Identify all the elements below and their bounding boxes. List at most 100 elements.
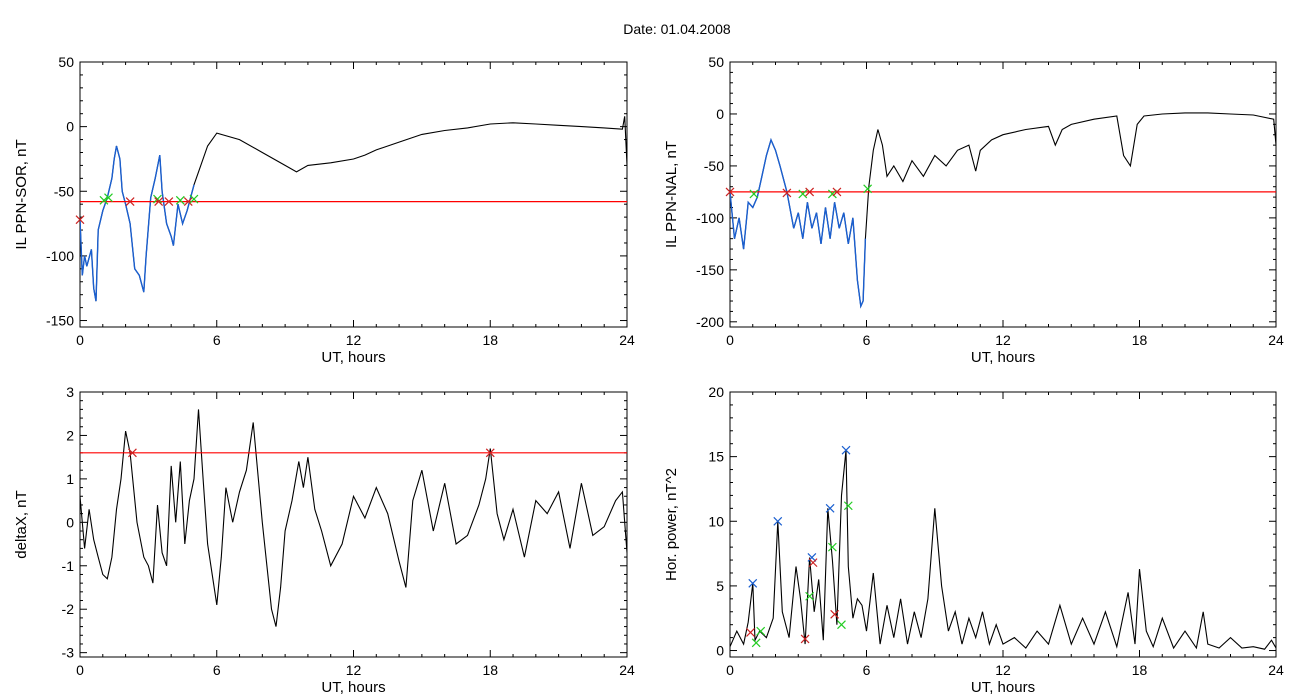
x-tick-label: 6 [863,662,871,678]
y-axis-label: IL PPN-NAL, nT [663,141,680,248]
marker-green [153,194,162,204]
marker-stroke [125,197,135,207]
y-tick-label: -2 [62,601,75,617]
y-tick-label: 3 [66,384,74,400]
marker-green [805,591,815,601]
highlight-segment [80,145,195,302]
marker-stroke [773,516,783,526]
marker-stroke [843,501,853,511]
plot-frame [729,391,1277,658]
chart-sor: 0 6 12 18 24 50 0 -50 -100 -150 UT, hours IL PPN-SO… [13,54,635,366]
y-tick-label: 0 [716,643,724,659]
x-tick-label: 6 [863,332,871,348]
x-tick-label: 0 [726,662,734,678]
y-tick-label: -3 [62,645,75,661]
marker-stroke [837,620,846,630]
marker-green [837,620,846,630]
marker-stroke [154,197,164,207]
marker-stroke [175,195,185,205]
marker-stroke [99,195,109,205]
x-axis-label: UT, hours [321,349,385,366]
x-tick-label: 24 [619,332,635,348]
y-tick-label: -1 [62,558,75,574]
marker-red [832,187,842,197]
marker-green [751,638,761,648]
marker-blue [841,445,851,455]
y-tick-label: 1 [66,471,74,487]
y-tick-label: 50 [708,54,724,70]
marker-red [808,558,818,568]
marker-stroke [800,634,810,644]
marker-green [827,189,837,199]
x-tick-label: 24 [1268,332,1284,348]
marker-stroke [805,591,815,601]
marker-stroke [183,197,193,207]
x-tick-label: 12 [346,662,362,678]
y-tick-label: 0 [66,514,74,530]
marker-stroke [798,189,808,199]
marker-red [725,187,735,197]
marker-stroke [805,187,815,197]
marker-blue [748,578,758,588]
marker-stroke [153,194,162,204]
marker-red [746,628,755,637]
marker-blue [825,503,835,513]
y-tick-label: -150 [696,262,724,278]
marker-stroke [825,503,835,513]
marker-stroke [863,184,873,194]
marker-stroke [189,194,199,204]
marker-green [749,189,759,199]
y-tick-label: -50 [54,183,74,199]
marker-green [99,195,109,205]
plot-frame [79,391,628,658]
series-line [730,112,1276,309]
x-tick-label: 12 [995,332,1011,348]
y-tick-label: 2 [66,427,74,443]
marker-stroke [748,578,758,588]
y-tick-label: 20 [708,384,724,400]
x-tick-label: 24 [619,662,635,678]
x-tick-label: 24 [1268,662,1284,678]
marker-stroke [830,609,840,619]
x-tick-label: 6 [213,662,221,678]
marker-stroke [485,448,495,458]
marker-stroke [827,542,837,552]
x-axis-label: UT, hours [971,349,1035,366]
marker-red [485,448,495,458]
chart-deltax: 0 6 12 18 24 3 2 1 0 -1 -2 -3 UT, hours deltaX, nT [13,384,635,696]
marker-stroke [782,188,792,198]
highlight-segment [730,137,867,309]
marker-green [863,184,873,194]
marker-green [843,501,853,511]
chart-power: 0 6 12 18 24 20 15 10 5 0 UT, hours Hor. power, nT^… [663,384,1284,696]
marker-red [125,197,135,207]
y-tick-label: 5 [716,578,724,594]
x-tick-label: 0 [726,332,734,348]
marker-red [154,197,164,207]
series-line [80,409,627,627]
marker-red [127,448,137,458]
x-axis-label: UT, hours [321,679,385,696]
y-tick-label: 15 [708,449,724,465]
marker-green [798,189,808,199]
y-tick-label: 50 [58,54,74,70]
marker-stroke [807,553,817,562]
y-tick-label: -100 [696,210,724,226]
marker-red [800,634,810,644]
marker-red [183,197,193,207]
marker-stroke [756,626,766,636]
marker-blue [807,553,817,562]
marker-stroke [104,193,113,203]
marker-stroke [75,215,85,225]
y-tick-label: 0 [716,106,724,122]
x-tick-label: 0 [76,662,84,678]
y-tick-label: -100 [46,248,74,264]
marker-green [104,193,113,203]
chart-nal: 0 6 12 18 24 50 0 -50 -100 -150 -200 UT, hours IL PP… [663,54,1284,366]
y-tick-label: -200 [696,314,724,330]
marker-red [782,188,792,198]
y-tick-label: 0 [66,119,74,135]
date-label: Date: 01.04.2008 [623,21,731,37]
marker-stroke [751,638,761,648]
